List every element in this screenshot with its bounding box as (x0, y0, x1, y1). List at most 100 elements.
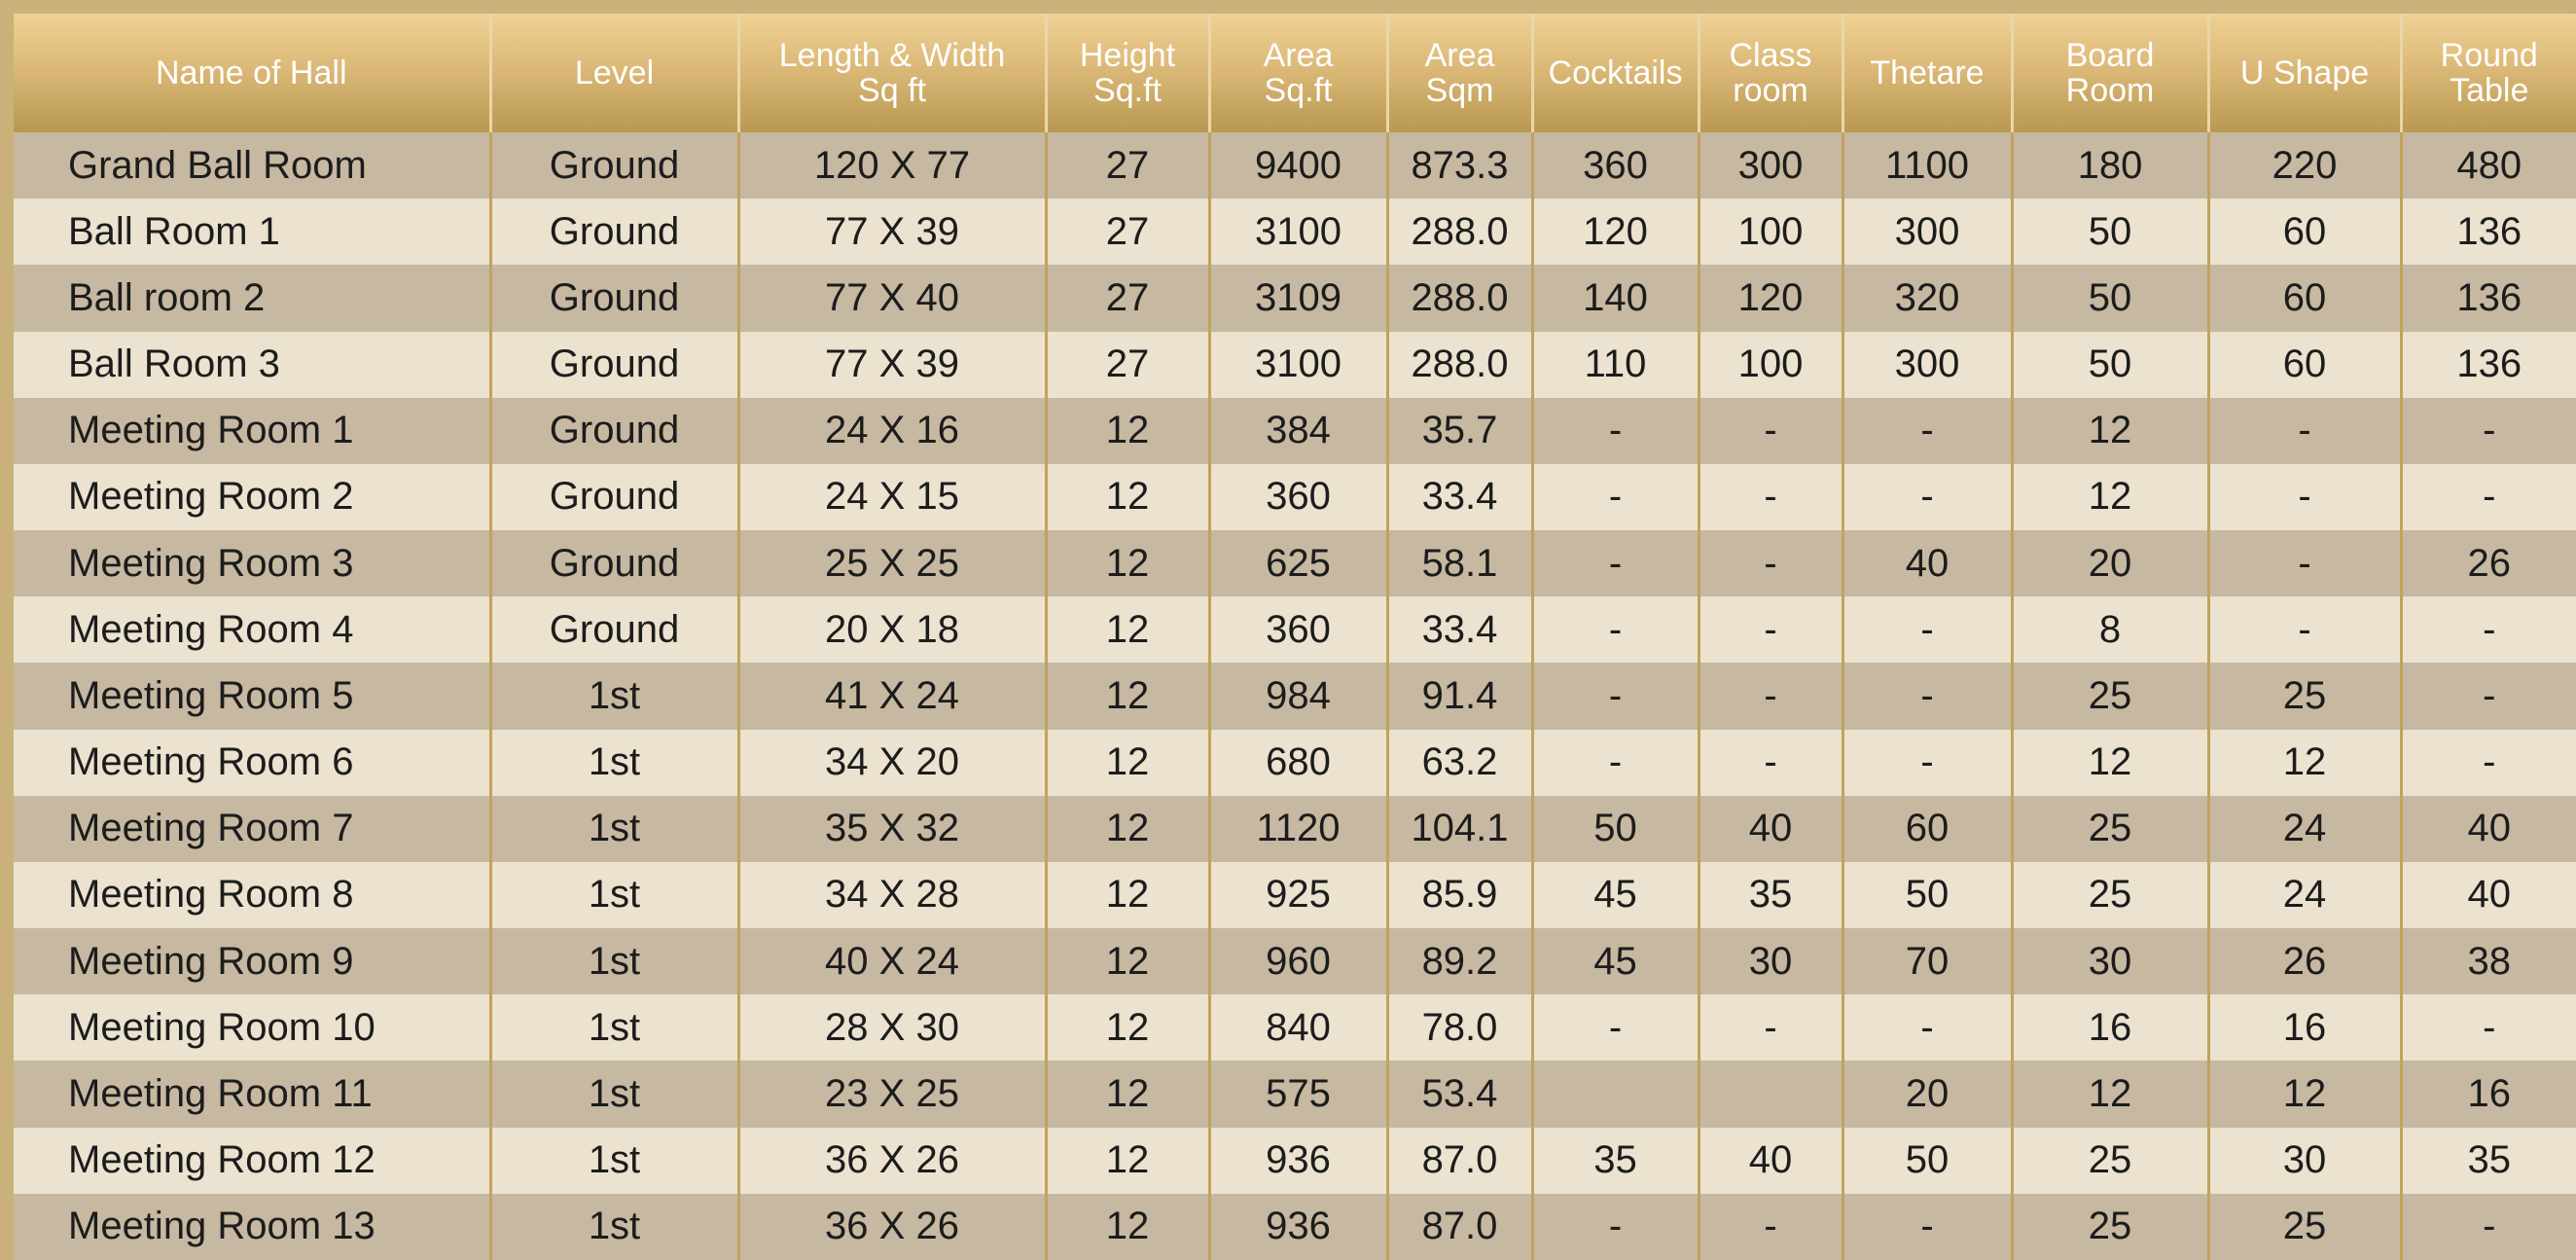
table-cell: 1st (488, 663, 740, 730)
column-header: Height Sq.ft (1044, 14, 1211, 132)
table-cell: 24 X 15 (736, 463, 1048, 531)
table-cell: 50 (2010, 265, 2210, 332)
table-cell: 53.4 (1385, 1061, 1534, 1128)
hall-name-cell: Meeting Room 6 (14, 729, 492, 796)
hall-name-cell: Meeting Room 7 (14, 795, 492, 862)
table-cell: - (1530, 463, 1700, 531)
table-cell: 120 (1697, 265, 1844, 332)
table-cell: 60 (2206, 331, 2403, 398)
table-row: Meeting Room 9 1st 40 X 24 12 960 89.2 45 30 70 3… (14, 928, 2576, 995)
table-cell: 26 (2206, 928, 2403, 995)
table-cell: 925 (1207, 861, 1389, 929)
table-cell: 35.7 (1385, 397, 1534, 464)
hall-capacity-table: Name of Hall Level Length & Width Sq ft Heig… (14, 14, 2576, 1260)
table-cell: - (1697, 463, 1844, 531)
table-cell: Ground (488, 530, 740, 597)
table-row: Meeting Room 7 1st 35 X 32 12 1120 104.1 50 40 6… (14, 795, 2576, 862)
table-cell: - (1841, 729, 2014, 796)
table-cell: - (2399, 729, 2576, 796)
table-cell: 1st (488, 928, 740, 995)
table-cell: 25 (2010, 1127, 2210, 1194)
table-cell: 87.0 (1385, 1127, 1534, 1194)
table-cell: 300 (1841, 331, 2014, 398)
table-cell: 60 (2206, 198, 2403, 266)
column-header: Length & Width Sq ft (736, 14, 1048, 132)
table-cell: 12 (1044, 861, 1211, 929)
table-cell: 77 X 39 (736, 331, 1048, 398)
table-cell: 575 (1207, 1061, 1389, 1128)
table-cell: 3100 (1207, 198, 1389, 266)
table-cell: 12 (2010, 1061, 2210, 1128)
table-cell: 50 (1841, 1127, 2014, 1194)
table-cell: 3100 (1207, 331, 1389, 398)
table-cell: 23 X 25 (736, 1061, 1048, 1128)
table-cell: 89.2 (1385, 928, 1534, 995)
table-cell: 27 (1044, 331, 1211, 398)
column-header-line: Cocktails (1548, 54, 1683, 91)
hall-name-cell: Meeting Room 8 (14, 861, 492, 929)
table-cell: 680 (1207, 729, 1389, 796)
table-cell: 9400 (1207, 132, 1389, 199)
column-header-line: Name of Hall (155, 54, 347, 91)
column-header-line: Length & Width (778, 37, 1006, 74)
table-cell: Ground (488, 463, 740, 531)
table-cell: 60 (1841, 795, 2014, 862)
table-cell: 8 (2010, 596, 2210, 664)
table-cell: 12 (2010, 397, 2210, 464)
table-row: Meeting Room 10 1st 28 X 30 12 840 78.0- - -16 1… (14, 994, 2576, 1062)
table-cell: 28 X 30 (736, 994, 1048, 1062)
table-cell: - (1841, 596, 2014, 664)
table-cell: 25 (2010, 1193, 2210, 1260)
table-row: Meeting Room 2 Ground 24 X 15 12 360 33.4- - -1… (14, 463, 2576, 531)
table-cell: 1st (488, 1193, 740, 1260)
column-header-line: Thetare (1870, 54, 1985, 91)
hall-name-cell: Meeting Room 3 (14, 530, 492, 597)
table-cell: 24 X 16 (736, 397, 1048, 464)
table-cell: 24 (2206, 861, 2403, 929)
column-header: Area Sqm (1385, 14, 1534, 132)
table-cell: 136 (2399, 331, 2576, 398)
header-row: Name of Hall Level Length & Width Sq ft Heig… (14, 14, 2576, 132)
table-cell: - (1530, 994, 1700, 1062)
column-header-line: Board (2065, 37, 2155, 74)
table-cell: 12 (1044, 994, 1211, 1062)
table-cell: 936 (1207, 1127, 1389, 1194)
table-cell: 34 X 20 (736, 729, 1048, 796)
table-cell: 12 (1044, 1061, 1211, 1128)
table-cell: 87.0 (1385, 1193, 1534, 1260)
table-cell: 104.1 (1385, 795, 1534, 862)
column-header-line: Round (2440, 37, 2538, 74)
table-cell: 40 (1697, 1127, 1844, 1194)
table-cell: - (2206, 463, 2403, 531)
table-cell: 1st (488, 1061, 740, 1128)
table-row: Ball Room 3 Ground 77 X 39 27 3100 288.0 110 10… (14, 331, 2576, 398)
table-cell: - (1841, 663, 2014, 730)
table-cell: 25 (2010, 663, 2210, 730)
column-header: Area Sq.ft (1207, 14, 1389, 132)
table-cell: 33.4 (1385, 596, 1534, 664)
table-cell: 35 (1697, 861, 1844, 929)
table-cell: - (1841, 994, 2014, 1062)
column-header: Board Room (2010, 14, 2210, 132)
table-cell (1697, 1061, 1844, 1128)
table-cell: 936 (1207, 1193, 1389, 1260)
table-cell: 625 (1207, 530, 1389, 597)
column-header-line: Room (2065, 72, 2155, 109)
table-cell: 50 (1530, 795, 1700, 862)
table-cell: 360 (1530, 132, 1700, 199)
table-cell: 27 (1044, 132, 1211, 199)
table-cell: 12 (2206, 1061, 2403, 1128)
column-header-line: Level (574, 54, 655, 91)
table-cell: 30 (2010, 928, 2210, 995)
table-cell: 25 (2010, 861, 2210, 929)
table-cell: 45 (1530, 861, 1700, 929)
hall-name-cell: Meeting Room 12 (14, 1127, 492, 1194)
column-header: U Shape (2206, 14, 2403, 132)
table-cell: 110 (1530, 331, 1700, 398)
table-cell: Ground (488, 132, 740, 199)
table-cell: - (1697, 397, 1844, 464)
table-row: Grand Ball Room Ground 120 X 77 27 9400 873.3… (14, 132, 2576, 199)
table-cell: - (1697, 596, 1844, 664)
table-cell: 34 X 28 (736, 861, 1048, 929)
